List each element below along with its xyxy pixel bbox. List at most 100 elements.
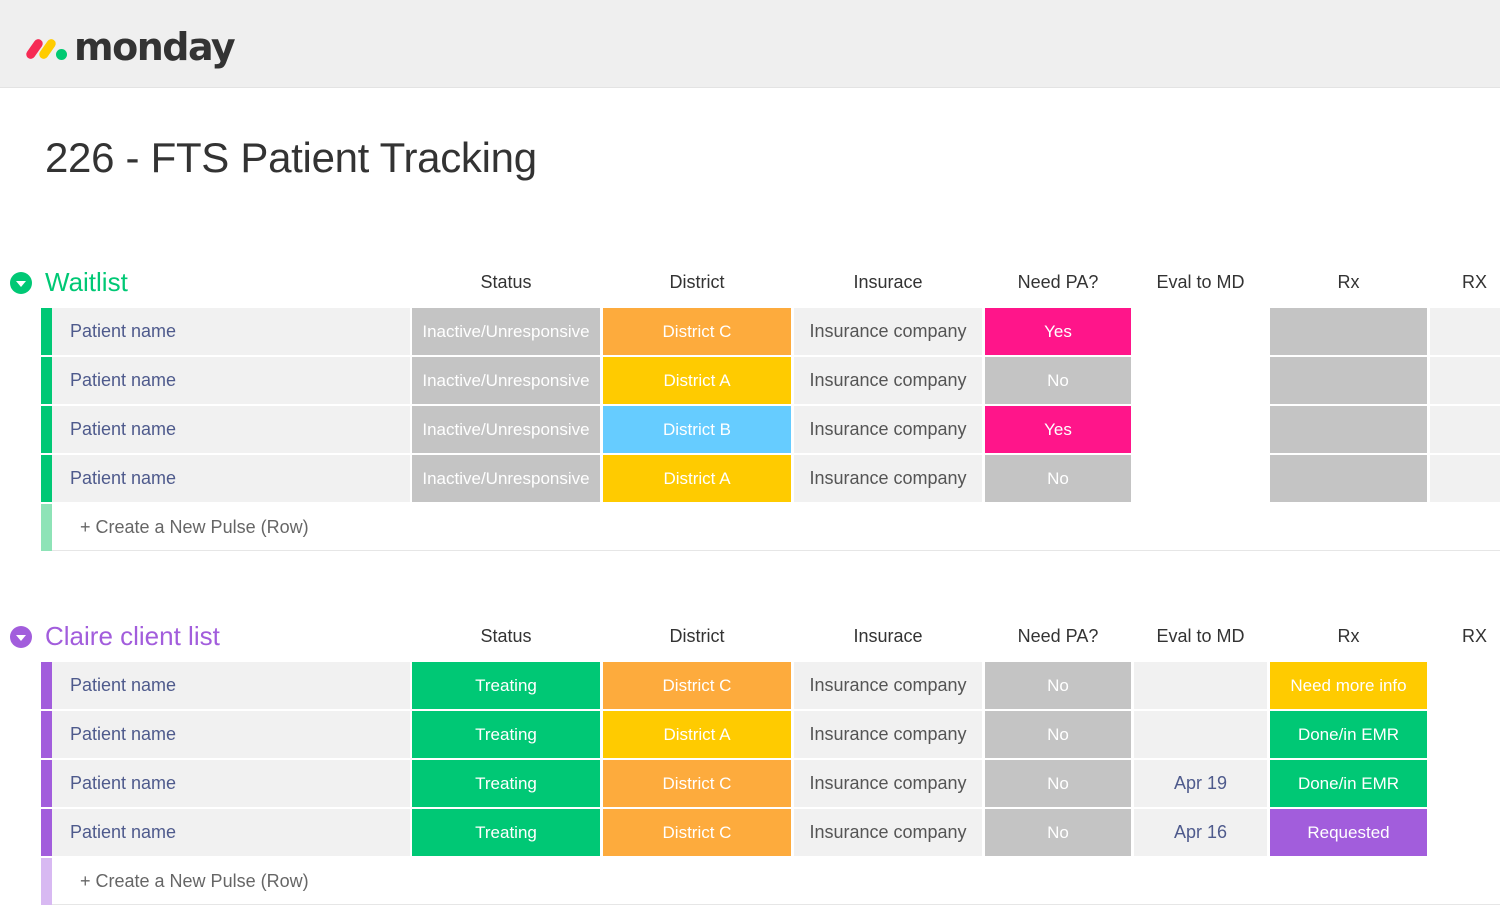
table-row[interactable]: Patient name Treating District A Insuran… [0,711,1500,760]
rx-2-cell[interactable] [1430,760,1500,807]
insurance-cell[interactable]: Insurance company [794,711,982,758]
need-pa-cell[interactable]: Yes [985,308,1131,355]
need-pa-cell[interactable]: No [985,711,1131,758]
need-pa-cell[interactable]: No [985,357,1131,404]
status-cell[interactable]: Inactive/Unresponsive [412,406,600,453]
patient-name-cell[interactable]: Patient name [52,406,410,453]
eval-to-md-cell[interactable] [1134,406,1267,453]
patient-name-cell[interactable]: Patient name [52,711,410,758]
row-color-bar [41,406,52,453]
group-name[interactable]: Waitlist [45,267,128,297]
district-cell[interactable]: District A [603,711,791,758]
table-row[interactable]: Patient name Treating District C Insuran… [0,760,1500,809]
rx-cell[interactable]: Done/in EMR [1270,711,1427,758]
group-name[interactable]: Claire client list [45,621,220,651]
patient-name-cell[interactable]: Patient name [52,308,410,355]
column-header-need-pa[interactable]: Need PA? [1017,626,1099,646]
need-pa-cell[interactable]: No [985,455,1131,502]
district-cell[interactable]: District A [603,357,791,404]
status-cell[interactable]: Inactive/Unresponsive [412,455,600,502]
table-row[interactable]: Patient name Inactive/Unresponsive Distr… [0,357,1500,406]
column-header-insurance[interactable]: Insurace [853,272,923,292]
rx-2-cell[interactable] [1430,357,1500,404]
patient-name-cell[interactable]: Patient name [52,760,410,807]
insurance-cell[interactable]: Insurance company [794,357,982,404]
group-claire-client-list: Claire client list Status District Insur… [0,612,1500,907]
group-collapse-icon[interactable] [10,626,32,648]
patient-name-cell[interactable]: Patient name [52,455,410,502]
eval-to-md-cell[interactable] [1134,711,1267,758]
rx-2-cell[interactable] [1430,406,1500,453]
status-cell[interactable]: Treating [412,760,600,807]
need-pa-cell[interactable]: No [985,760,1131,807]
need-pa-cell[interactable]: No [985,662,1131,709]
row-color-bar [41,809,52,856]
district-cell[interactable]: District C [603,308,791,355]
insurance-cell[interactable]: Insurance company [794,662,982,709]
table-row[interactable]: Patient name Inactive/Unresponsive Distr… [0,308,1500,357]
district-cell[interactable]: District C [603,760,791,807]
insurance-cell[interactable]: Insurance company [794,455,982,502]
column-header-rx-2[interactable]: RX [1462,272,1488,292]
district-cell[interactable]: District C [603,809,791,856]
column-header-rx[interactable]: Rx [1337,272,1360,292]
table-row[interactable]: Patient name Treating District C Insuran… [0,809,1500,858]
rx-2-cell[interactable] [1430,711,1500,758]
rx-cell[interactable]: Requested [1270,809,1427,856]
rx-cell[interactable] [1270,406,1427,453]
column-header-need-pa[interactable]: Need PA? [1017,272,1099,292]
patient-name-cell[interactable]: Patient name [52,809,410,856]
column-header-status[interactable]: Status [480,272,532,292]
column-header-district[interactable]: District [669,272,725,292]
status-cell[interactable]: Inactive/Unresponsive [412,308,600,355]
patient-name-cell[interactable]: Patient name [52,357,410,404]
status-cell[interactable]: Inactive/Unresponsive [412,357,600,404]
insurance-cell[interactable]: Insurance company [794,308,982,355]
status-cell[interactable]: Treating [412,809,600,856]
rx-cell[interactable] [1270,455,1427,502]
column-header-eval-to-md[interactable]: Eval to MD [1156,272,1245,292]
group-collapse-icon[interactable] [10,272,32,294]
eval-to-md-cell[interactable] [1134,662,1267,709]
eval-to-md-cell[interactable] [1134,455,1267,502]
create-pulse-row[interactable]: + Create a New Pulse (Row) [0,504,1500,553]
rx-cell[interactable] [1270,308,1427,355]
district-cell[interactable]: District A [603,455,791,502]
group-waitlist: Waitlist Status District Insurace Need P… [0,258,1500,553]
insurance-cell[interactable]: Insurance company [794,760,982,807]
rx-2-cell[interactable] [1430,308,1500,355]
rx-cell[interactable] [1270,357,1427,404]
insurance-cell[interactable]: Insurance company [794,406,982,453]
need-pa-cell[interactable]: Yes [985,406,1131,453]
status-cell[interactable]: Treating [412,662,600,709]
eval-to-md-cell[interactable] [1134,308,1267,355]
rx-cell[interactable]: Need more info [1270,662,1427,709]
create-pulse-button[interactable]: + Create a New Pulse (Row) [52,858,1500,905]
column-header-eval-to-md[interactable]: Eval to MD [1156,626,1245,646]
status-cell[interactable]: Treating [412,711,600,758]
create-pulse-button[interactable]: + Create a New Pulse (Row) [52,504,1500,551]
district-cell[interactable]: District B [603,406,791,453]
insurance-cell[interactable]: Insurance company [794,809,982,856]
row-color-bar [41,308,52,355]
create-pulse-row[interactable]: + Create a New Pulse (Row) [0,858,1500,907]
district-cell[interactable]: District C [603,662,791,709]
column-header-rx-2[interactable]: RX [1462,626,1488,646]
table-row[interactable]: Patient name Inactive/Unresponsive Distr… [0,406,1500,455]
table-row[interactable]: Patient name Treating District C Insuran… [0,662,1500,711]
column-header-status[interactable]: Status [480,626,532,646]
eval-to-md-cell[interactable]: Apr 16 [1134,809,1267,856]
need-pa-cell[interactable]: No [985,809,1131,856]
table-row[interactable]: Patient name Inactive/Unresponsive Distr… [0,455,1500,504]
eval-to-md-cell[interactable] [1134,357,1267,404]
eval-to-md-cell[interactable]: Apr 19 [1134,760,1267,807]
column-header-district[interactable]: District [669,626,725,646]
rx-2-cell[interactable] [1430,809,1500,856]
patient-name-cell[interactable]: Patient name [52,662,410,709]
rx-cell[interactable]: Done/in EMR [1270,760,1427,807]
rx-2-cell[interactable] [1430,662,1500,709]
rx-2-cell[interactable] [1430,455,1500,502]
column-header-insurance[interactable]: Insurace [853,626,923,646]
monday-logo[interactable]: monday [24,22,236,72]
column-header-rx[interactable]: Rx [1337,626,1360,646]
